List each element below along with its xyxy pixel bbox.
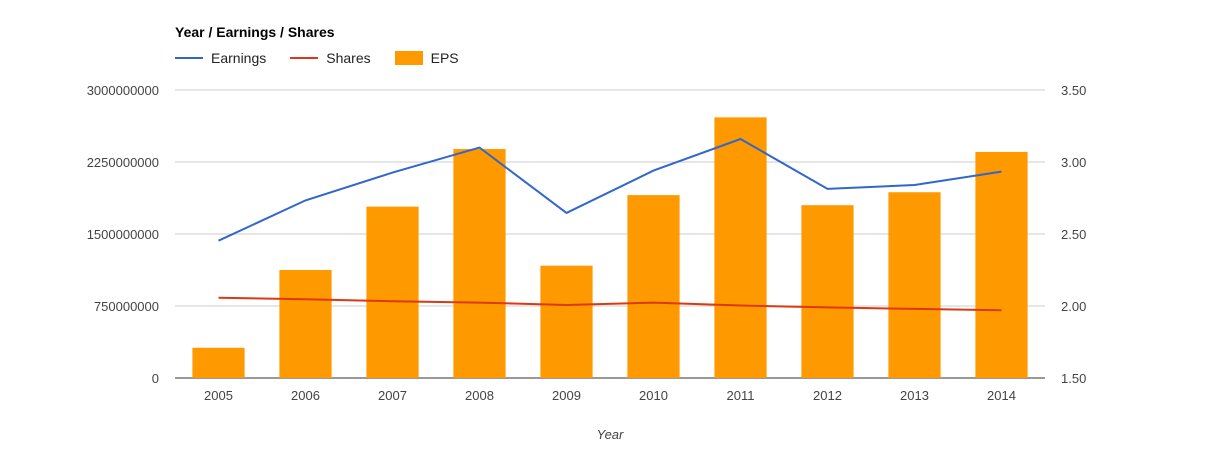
- y-left-tick-label: 750000000: [94, 299, 159, 314]
- eps-bar: [975, 151, 1028, 378]
- x-tick-label: 2012: [813, 388, 842, 403]
- eps-bar: [366, 206, 419, 378]
- shares-line: [218, 296, 1002, 312]
- x-tick-label: 2011: [727, 388, 755, 403]
- y-left-tick-label: 3000000000: [87, 83, 159, 98]
- x-tick-label: 2007: [378, 388, 407, 403]
- x-tick-label: 2009: [552, 388, 581, 403]
- y-right-tick-label: 2.00: [1061, 299, 1086, 314]
- legend-label-shares: Shares: [326, 50, 371, 66]
- legend-item-shares[interactable]: Shares: [290, 50, 371, 66]
- x-tick-label: 2010: [639, 388, 668, 403]
- y-right-tick-label: 2.50: [1061, 227, 1086, 242]
- x-axis-title: Year: [597, 427, 624, 442]
- y-right-tick-label: 1.50: [1061, 371, 1086, 386]
- legend-item-eps[interactable]: EPS: [394, 50, 459, 66]
- x-tick-label: 2014: [987, 388, 1016, 403]
- eps-bar: [714, 117, 767, 379]
- y-left-tick-label: 1500000000: [87, 227, 159, 242]
- y-left-tick-label: 2250000000: [87, 155, 159, 170]
- x-tick-label: 2008: [465, 388, 494, 403]
- y-left-tick-label: 0: [152, 371, 159, 386]
- eps-bar: [192, 347, 245, 378]
- legend-item-earnings[interactable]: Earnings: [175, 50, 266, 66]
- x-tick-label: 2013: [900, 388, 929, 403]
- legend-label-eps: EPS: [430, 50, 459, 66]
- legend-swatch-earnings: [175, 57, 203, 59]
- legend-label-earnings: Earnings: [211, 50, 267, 66]
- x-tick-label: 2006: [291, 388, 320, 403]
- eps-bar: [540, 265, 593, 378]
- legend-swatch-eps: [394, 51, 423, 65]
- eps-bar: [627, 195, 680, 378]
- eps-bar: [453, 149, 506, 378]
- x-tick-label: 2005: [204, 388, 233, 403]
- chart-title: Year / Earnings / Shares: [175, 24, 335, 40]
- eps-bar: [888, 192, 941, 378]
- legend: Earnings Shares EPS: [175, 48, 483, 68]
- y-right-tick-label: 3.00: [1061, 155, 1086, 170]
- eps-bar: [801, 205, 854, 378]
- legend-swatch-shares: [290, 57, 319, 59]
- earnings-line: [218, 137, 1002, 242]
- eps-bar: [279, 270, 332, 378]
- y-right-tick-label: 3.50: [1061, 83, 1086, 98]
